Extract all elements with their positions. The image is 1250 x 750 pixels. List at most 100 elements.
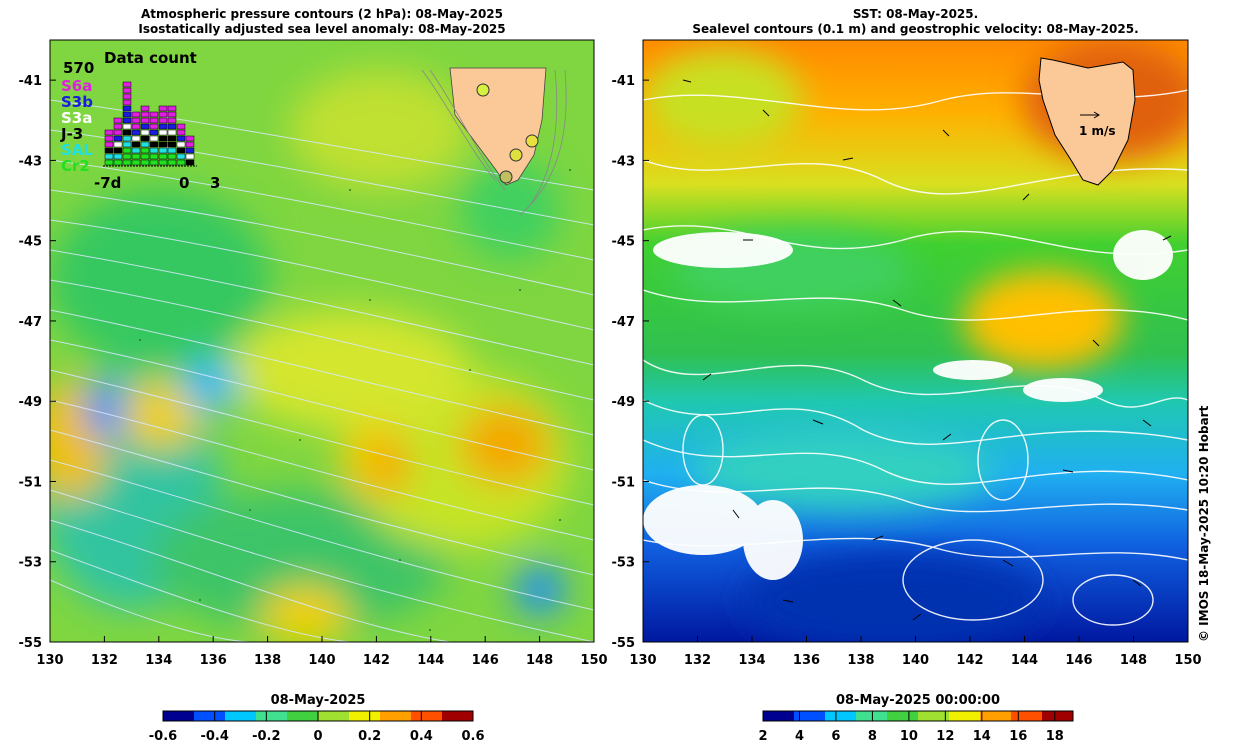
inset-bar-cell	[167, 111, 177, 118]
sst-y-tick-label: -41	[612, 74, 636, 89]
sst-colorbar-tick-label: 16	[1009, 729, 1027, 744]
inset-bar-cell	[149, 147, 159, 154]
inset-bar-cell	[149, 123, 159, 130]
sst-colorbar-swatch	[1042, 711, 1074, 721]
inset-bar-cell	[158, 123, 168, 130]
sst-x-tick-label: 142	[956, 653, 983, 668]
inset-xlabel-zero: 0	[179, 174, 190, 192]
sst-x-tick-label: 144	[1011, 653, 1038, 668]
sst-x-tick-label: 140	[902, 653, 929, 668]
sla-colorbar-swatch	[442, 711, 474, 721]
inset-bar-cell	[185, 141, 195, 148]
sst-x-tick-label: 130	[629, 653, 656, 668]
inset-bar-cell	[158, 159, 168, 166]
sla-colorbar-tick-label: -0.6	[149, 729, 177, 744]
sla-colorbar-swatch	[163, 711, 195, 721]
inset-bar-cell	[122, 141, 132, 148]
sla-y-tick-label: -51	[19, 475, 43, 490]
inset-bar-cell	[104, 129, 114, 136]
inset-bar-cell	[158, 147, 168, 154]
inset-bar-cell	[149, 135, 159, 142]
inset-bar-cell	[140, 153, 150, 160]
left-title-line1: Atmospheric pressure contours (2 hPa): 0…	[140, 7, 503, 21]
inset-bar-cell	[131, 129, 141, 136]
inset-bar-cell	[149, 141, 159, 148]
sst-colorbar-swatch	[1011, 711, 1043, 721]
inset-bar-cell	[158, 129, 168, 136]
inset-xlabel-end: 3	[210, 174, 221, 192]
sla-x-tick-label: 144	[417, 653, 444, 668]
sst-x-tick-label: 132	[684, 653, 711, 668]
sst-colorbar-swatch	[887, 711, 919, 721]
inset-bar-cell	[131, 123, 141, 130]
sst-colorbar-tick-label: 10	[900, 729, 918, 744]
inset-bar-cell	[176, 147, 186, 154]
inset-bar-cell	[185, 159, 195, 166]
inset-bar-cell	[167, 141, 177, 148]
inset-bar-cell	[167, 117, 177, 124]
sla-colorbar-swatch	[287, 711, 319, 721]
right-title-line1: SST: 08-May-2025.	[852, 7, 979, 21]
sst-x-tick-label: 150	[1174, 653, 1201, 668]
inset-bar-cell	[113, 123, 123, 130]
sst-colorbar-title: 08-May-2025 00:00:00	[835, 693, 1001, 708]
sla-colorbar-tick-label: -0.2	[252, 729, 280, 744]
data-count-inset: Data count 570 S6a S3b S3a J-3 SAL Cr2 -…	[60, 48, 220, 198]
inset-bar-cell	[131, 147, 141, 154]
right-title-line2: Sealevel contours (0.1 m) and geostrophi…	[692, 22, 1139, 36]
sst-x-tick-label: 136	[793, 653, 820, 668]
inset-bar-cell	[140, 105, 150, 112]
sst-x-tick-label: 138	[847, 653, 874, 668]
inset-bar-cell	[104, 135, 114, 142]
sla-y-tick-label: -45	[19, 235, 43, 250]
sst-colorbar-tick-label: 6	[831, 729, 840, 744]
inset-bar-cell	[131, 135, 141, 142]
inset-bar-cell	[122, 93, 132, 100]
inset-bar-cell	[104, 147, 114, 154]
inset-bar-cell	[158, 105, 168, 112]
inset-bar-cell	[140, 159, 150, 166]
inset-bar-cell	[176, 141, 186, 148]
inset-bar-cell	[149, 153, 159, 160]
left-title-line2: Isostatically adjusted sea level anomaly…	[138, 22, 506, 36]
inset-bar-cell	[140, 135, 150, 142]
inset-bar-cell	[122, 123, 132, 130]
sla-colorbar-swatch	[411, 711, 443, 721]
inset-bar-cell	[122, 111, 132, 118]
inset-bar-cell	[113, 141, 123, 148]
sst-colorbar-tick-label: 8	[868, 729, 877, 744]
inset-bar-cell	[185, 135, 195, 142]
inset-bar-cell	[122, 129, 132, 136]
inset-bar-cell	[113, 135, 123, 142]
inset-bar-cell	[131, 159, 141, 166]
inset-bar-cell	[131, 117, 141, 124]
inset-bar-cell	[104, 141, 114, 148]
inset-bar-cell	[167, 123, 177, 130]
sst-colorbar-swatch	[856, 711, 888, 721]
sla-y-tick-label: -43	[19, 154, 43, 169]
sla-y-tick-label: -53	[19, 556, 43, 571]
sla-colorbar-tick-label: 0.4	[410, 729, 433, 744]
inset-bar-cell	[104, 153, 114, 160]
sla-x-tick-label: 140	[308, 653, 335, 668]
inset-bar-cell	[158, 141, 168, 148]
inset-bar-cell	[113, 153, 123, 160]
inset-bar-cell	[158, 153, 168, 160]
sla-x-tick-label: 146	[472, 653, 499, 668]
inset-bar-cell	[149, 129, 159, 136]
inset-bar-cell	[122, 105, 132, 112]
sla-colorbar-swatch	[349, 711, 381, 721]
inset-bar-cell	[122, 147, 132, 154]
inset-bar-cell	[176, 159, 186, 166]
sla-y-tick-label: -41	[19, 74, 43, 89]
sla-x-tick-label: 134	[145, 653, 172, 668]
sla-colorbar-tick-label: 0.6	[461, 729, 484, 744]
sla-colorbar-tick-label: 0.2	[358, 729, 381, 744]
sla-colorbar-tick-label: -0.4	[200, 729, 228, 744]
sla-colorbar-swatch	[194, 711, 226, 721]
inset-bar-cell	[140, 123, 150, 130]
inset-bars	[103, 81, 197, 167]
sst-colorbar-swatch	[949, 711, 981, 721]
sla-x-tick-label: 130	[36, 653, 63, 668]
inset-bar-cell	[149, 111, 159, 118]
